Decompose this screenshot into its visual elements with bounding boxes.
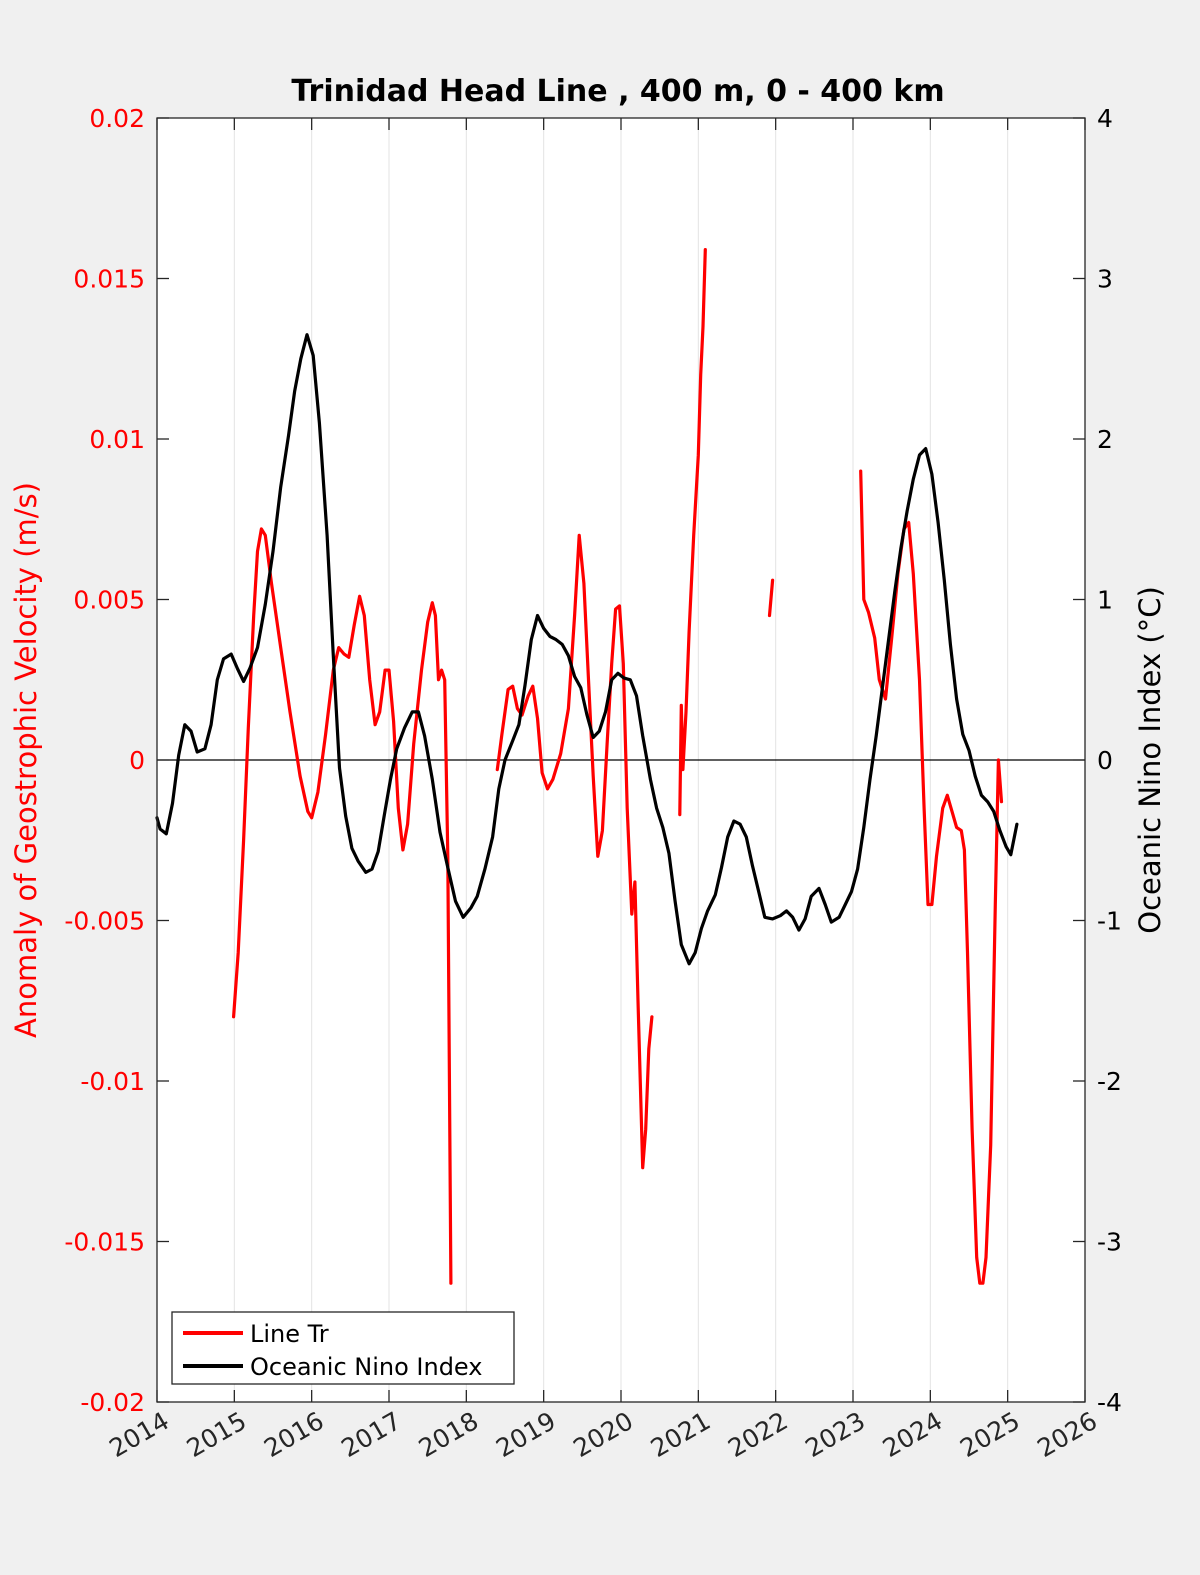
series-line-tr: [767, 578, 775, 618]
left-axis-label: Anomaly of Geostrophic Velocity (m/s): [9, 482, 43, 1038]
series-line-tr: [678, 248, 707, 817]
x-tick-label: 2020: [568, 1406, 638, 1463]
left-tick-label: -0.015: [64, 1228, 145, 1257]
x-tick-label: 2018: [414, 1406, 484, 1463]
right-tick-label: 3: [1097, 265, 1113, 294]
x-tick-label: 2015: [182, 1406, 252, 1463]
legend: Line Tr Oceanic Nino Index: [171, 1311, 515, 1385]
left-axis-ticks: 0.02 0.015 0.01 0.005 0 -0.005 -0.01 -0.015 -0.0…: [64, 104, 169, 1417]
right-tick-label: -3: [1097, 1228, 1122, 1257]
series-line-tr: [232, 527, 453, 1285]
left-tick-label: -0.02: [80, 1388, 145, 1417]
chart-title: Trinidad Head Line , 400 m, 0 - 400 km: [291, 74, 944, 109]
left-tick-label: 0.02: [89, 104, 145, 133]
series-line-tr: [859, 469, 1004, 1285]
legend-label-line-tr: Line Tr: [250, 1320, 329, 1348]
left-tick-label: 0.01: [89, 425, 145, 454]
left-tick-label: -0.01: [80, 1067, 145, 1096]
series-oceanic-nino-index: [155, 333, 1019, 966]
right-axis-label: Oceanic Nino Index (°C): [1133, 586, 1167, 934]
right-tick-label: -2: [1097, 1067, 1122, 1096]
x-tick-label: 2024: [878, 1406, 948, 1463]
x-tick-label: 2019: [491, 1406, 561, 1463]
x-tick-label: 2022: [723, 1406, 793, 1463]
legend-box: [171, 1311, 515, 1385]
left-tick-label: 0: [129, 746, 145, 775]
left-tick-label: 0.005: [73, 586, 145, 615]
right-tick-label: 4: [1097, 104, 1113, 133]
right-tick-label: -1: [1097, 907, 1122, 936]
legend-label-oni: Oceanic Nino Index: [250, 1353, 482, 1381]
x-tick-label: 2023: [800, 1406, 870, 1463]
left-tick-label: 0.015: [73, 265, 145, 294]
x-tick-label: 2016: [259, 1406, 329, 1463]
right-tick-label: 0: [1097, 746, 1113, 775]
right-tick-label: 2: [1097, 425, 1113, 454]
right-axis-ticks: 4 3 2 1 0 -1 -2 -3 -4: [1073, 104, 1122, 1417]
x-tick-label: 2026: [1032, 1406, 1102, 1463]
x-tick-label: 2017: [336, 1406, 406, 1463]
x-tick-label: 2021: [646, 1406, 716, 1463]
right-tick-label: -4: [1097, 1388, 1122, 1417]
x-tick-label: 2025: [955, 1406, 1025, 1463]
right-tick-label: 1: [1097, 586, 1113, 615]
left-tick-label: -0.005: [64, 907, 145, 936]
series-group: [155, 248, 1019, 1285]
series-line-tr: [495, 533, 654, 1170]
